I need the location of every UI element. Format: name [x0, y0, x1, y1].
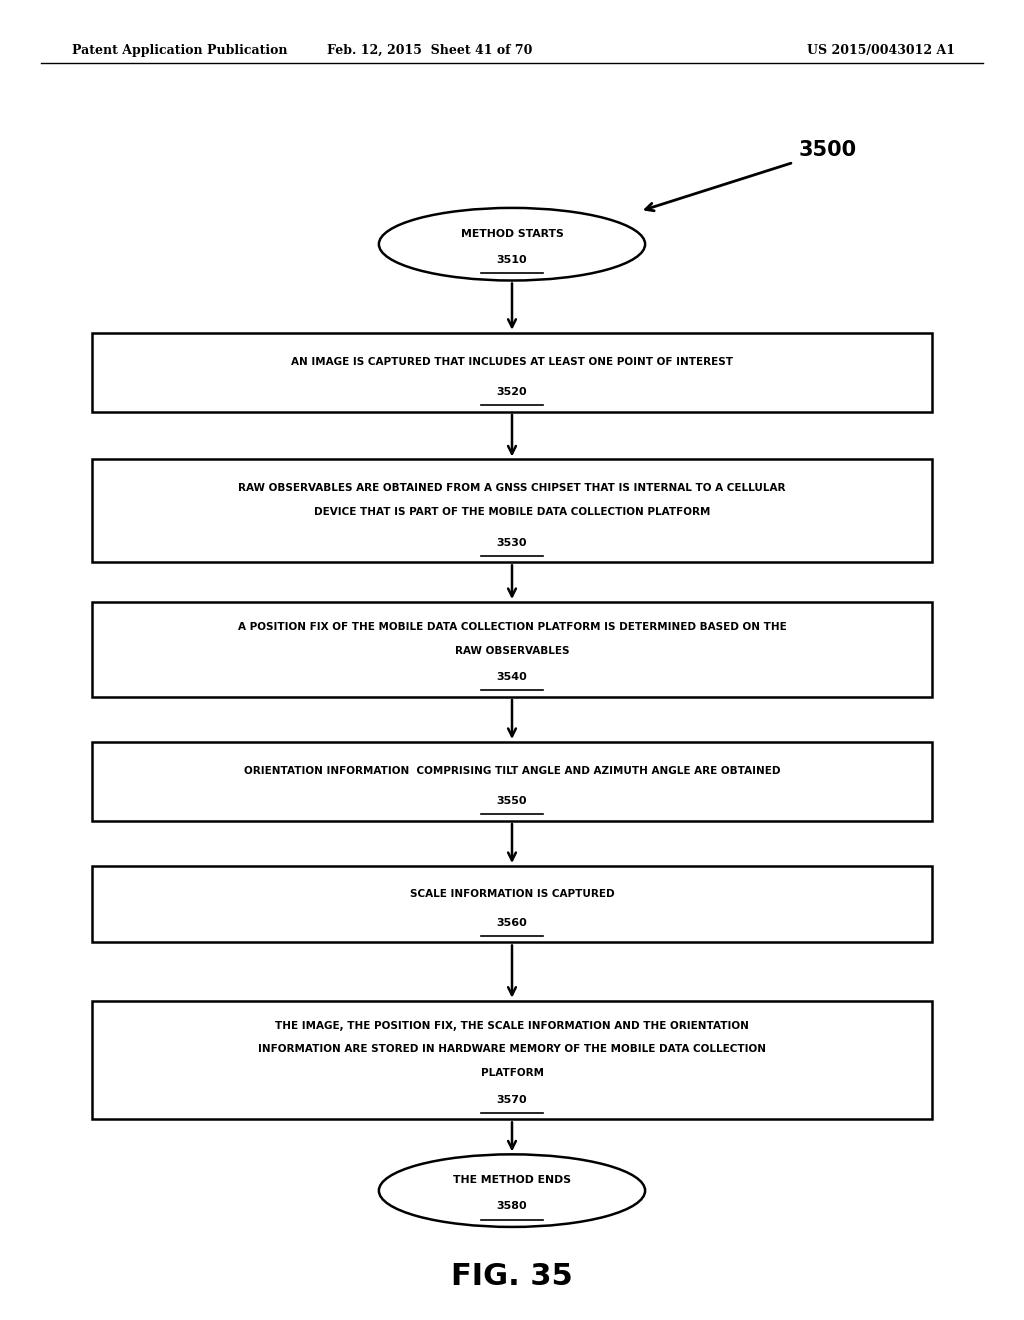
Text: 3570: 3570 [497, 1094, 527, 1105]
Bar [92, 866, 932, 942]
Text: US 2015/0043012 A1: US 2015/0043012 A1 [807, 44, 954, 57]
Text: ORIENTATION INFORMATION  COMPRISING TILT ANGLE AND AZIMUTH ANGLE ARE OBTAINED: ORIENTATION INFORMATION COMPRISING TILT … [244, 766, 780, 776]
Text: Feb. 12, 2015  Sheet 41 of 70: Feb. 12, 2015 Sheet 41 of 70 [328, 44, 532, 57]
Text: FIG. 35: FIG. 35 [452, 1262, 572, 1291]
Text: A POSITION FIX OF THE MOBILE DATA COLLECTION PLATFORM IS DETERMINED BASED ON THE: A POSITION FIX OF THE MOBILE DATA COLLEC… [238, 622, 786, 632]
Bar [92, 459, 932, 562]
Text: AN IMAGE IS CAPTURED THAT INCLUDES AT LEAST ONE POINT OF INTEREST: AN IMAGE IS CAPTURED THAT INCLUDES AT LE… [291, 356, 733, 367]
Text: THE METHOD ENDS: THE METHOD ENDS [453, 1175, 571, 1185]
Text: PLATFORM: PLATFORM [480, 1068, 544, 1078]
Text: 3530: 3530 [497, 537, 527, 548]
Text: Patent Application Publication: Patent Application Publication [72, 44, 287, 57]
Text: 3580: 3580 [497, 1201, 527, 1212]
Text: RAW OBSERVABLES: RAW OBSERVABLES [455, 645, 569, 656]
Bar [92, 602, 932, 697]
Text: 3520: 3520 [497, 387, 527, 397]
Text: 3540: 3540 [497, 672, 527, 682]
Bar [92, 333, 932, 412]
Text: INFORMATION ARE STORED IN HARDWARE MEMORY OF THE MOBILE DATA COLLECTION: INFORMATION ARE STORED IN HARDWARE MEMOR… [258, 1044, 766, 1055]
Text: SCALE INFORMATION IS CAPTURED: SCALE INFORMATION IS CAPTURED [410, 888, 614, 899]
Text: THE IMAGE, THE POSITION FIX, THE SCALE INFORMATION AND THE ORIENTATION: THE IMAGE, THE POSITION FIX, THE SCALE I… [275, 1020, 749, 1031]
Bar [92, 742, 932, 821]
Bar [92, 1001, 932, 1119]
Text: RAW OBSERVABLES ARE OBTAINED FROM A GNSS CHIPSET THAT IS INTERNAL TO A CELLULAR: RAW OBSERVABLES ARE OBTAINED FROM A GNSS… [239, 483, 785, 494]
Text: 3500: 3500 [799, 140, 857, 161]
Text: 3560: 3560 [497, 917, 527, 928]
Text: DEVICE THAT IS PART OF THE MOBILE DATA COLLECTION PLATFORM: DEVICE THAT IS PART OF THE MOBILE DATA C… [313, 507, 711, 517]
Text: 3550: 3550 [497, 796, 527, 807]
Text: METHOD STARTS: METHOD STARTS [461, 228, 563, 239]
Text: 3510: 3510 [497, 255, 527, 265]
